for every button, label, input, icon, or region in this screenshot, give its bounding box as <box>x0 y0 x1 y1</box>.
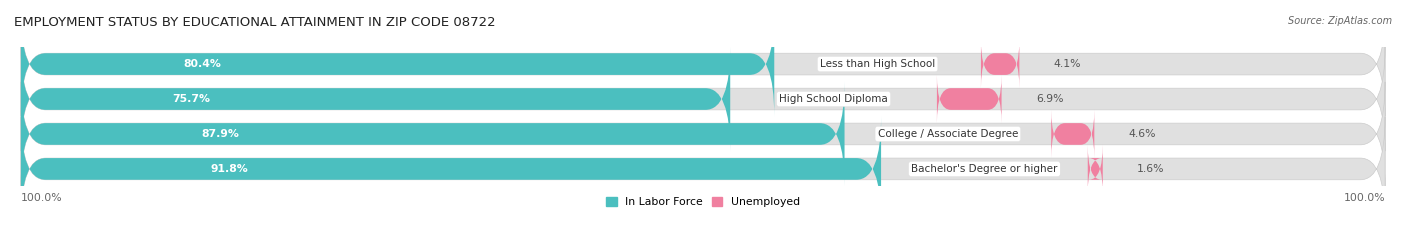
FancyBboxPatch shape <box>981 40 1019 88</box>
FancyBboxPatch shape <box>21 47 730 151</box>
Legend: In Labor Force, Unemployed: In Labor Force, Unemployed <box>602 193 804 212</box>
Text: High School Diploma: High School Diploma <box>779 94 889 104</box>
FancyBboxPatch shape <box>936 75 1001 123</box>
Text: Less than High School: Less than High School <box>820 59 935 69</box>
FancyBboxPatch shape <box>21 82 845 186</box>
Text: 80.4%: 80.4% <box>183 59 221 69</box>
Text: 100.0%: 100.0% <box>21 193 63 203</box>
Text: 4.1%: 4.1% <box>1054 59 1081 69</box>
Text: 91.8%: 91.8% <box>211 164 247 174</box>
FancyBboxPatch shape <box>21 47 1385 151</box>
Text: 4.6%: 4.6% <box>1129 129 1156 139</box>
Text: Bachelor's Degree or higher: Bachelor's Degree or higher <box>911 164 1057 174</box>
Text: 6.9%: 6.9% <box>1036 94 1063 104</box>
FancyBboxPatch shape <box>1088 145 1102 193</box>
Text: 1.6%: 1.6% <box>1137 164 1164 174</box>
FancyBboxPatch shape <box>21 12 1385 116</box>
FancyBboxPatch shape <box>21 12 775 116</box>
Text: 87.9%: 87.9% <box>201 129 239 139</box>
FancyBboxPatch shape <box>1052 110 1094 158</box>
Text: EMPLOYMENT STATUS BY EDUCATIONAL ATTAINMENT IN ZIP CODE 08722: EMPLOYMENT STATUS BY EDUCATIONAL ATTAINM… <box>14 16 496 29</box>
FancyBboxPatch shape <box>21 117 1385 221</box>
Text: Source: ZipAtlas.com: Source: ZipAtlas.com <box>1288 16 1392 26</box>
Text: 75.7%: 75.7% <box>173 94 211 104</box>
Text: College / Associate Degree: College / Associate Degree <box>877 129 1018 139</box>
FancyBboxPatch shape <box>21 117 882 221</box>
FancyBboxPatch shape <box>21 82 1385 186</box>
Text: 100.0%: 100.0% <box>1343 193 1385 203</box>
